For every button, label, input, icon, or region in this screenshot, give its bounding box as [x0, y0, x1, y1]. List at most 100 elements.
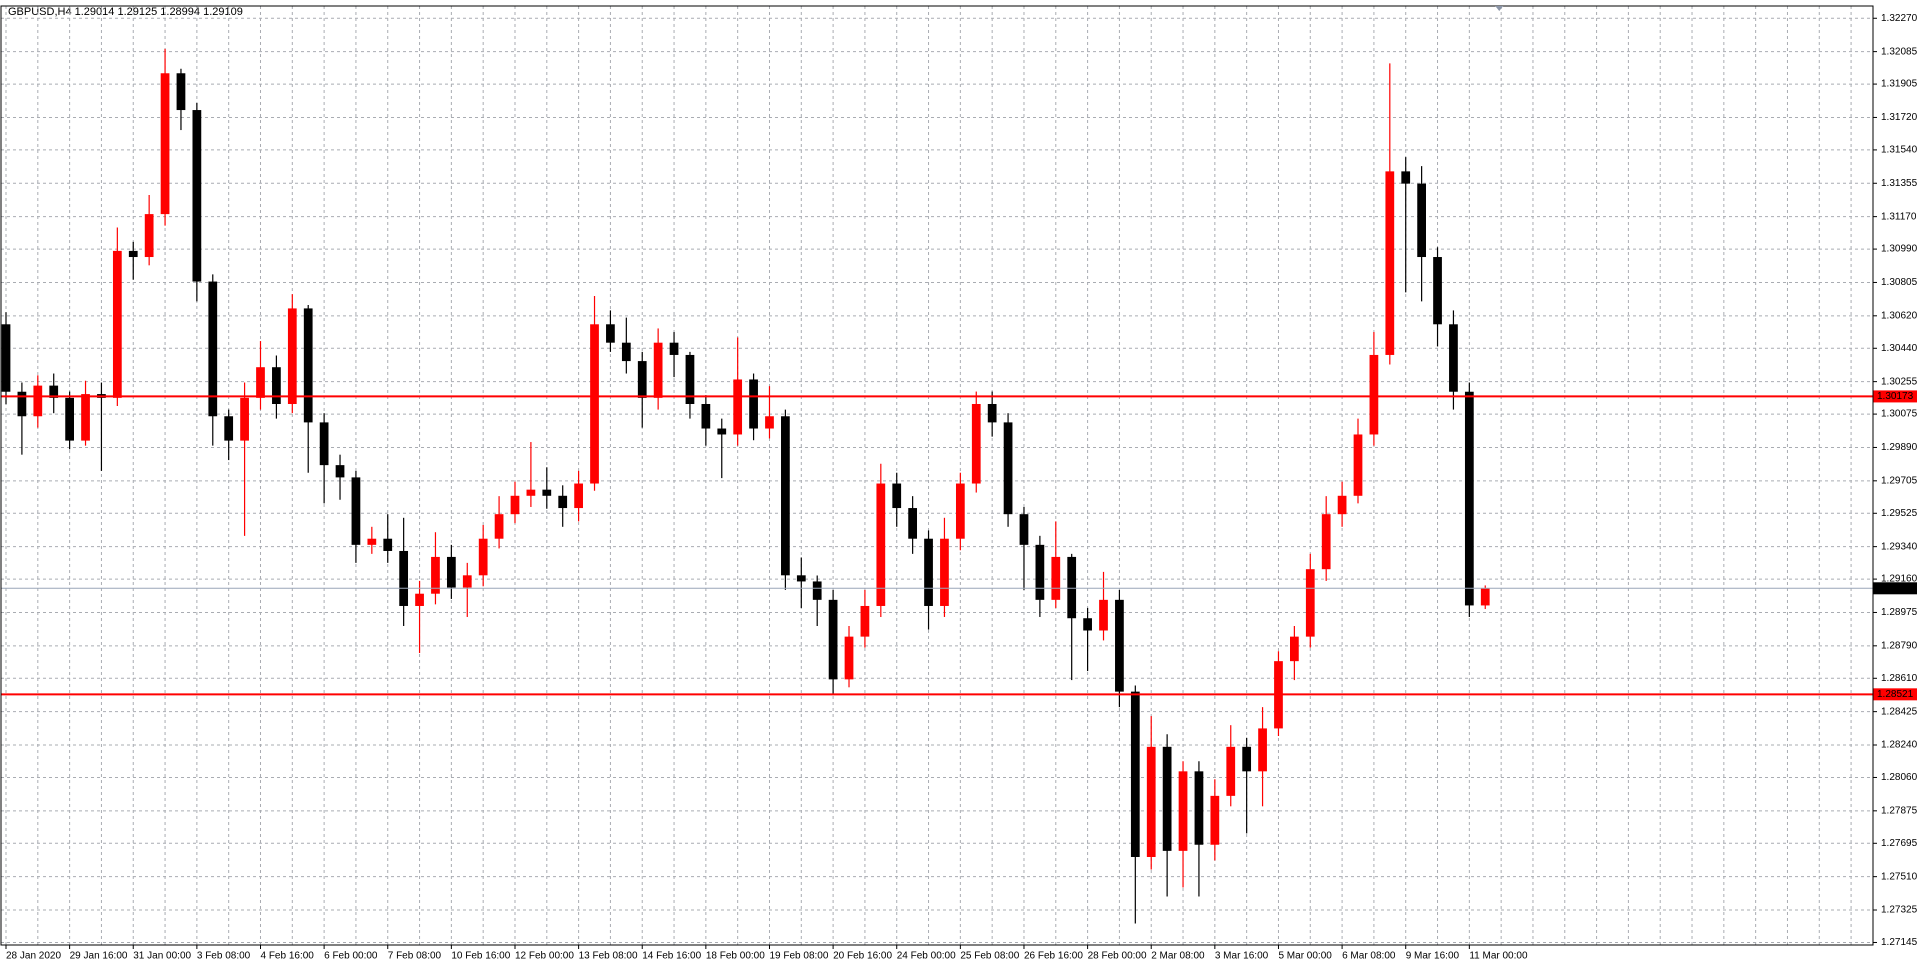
y-tick-label: 1.28975 — [1881, 607, 1918, 618]
candle-body — [924, 538, 933, 606]
candle-body — [1433, 257, 1442, 325]
x-tick-label: 28 Feb 00:00 — [1088, 951, 1147, 962]
candle-body — [701, 403, 711, 429]
candle-body — [303, 308, 313, 423]
x-tick-label: 4 Feb 16:00 — [260, 951, 314, 962]
candle-body — [1146, 746, 1156, 857]
candle-body — [431, 556, 440, 594]
y-tick-label: 1.30620 — [1881, 310, 1918, 321]
x-tick-label: 12 Feb 00:00 — [515, 951, 574, 962]
candle-body — [955, 483, 965, 539]
candle-body — [256, 367, 265, 398]
candle-body — [765, 416, 774, 429]
price-box-label: 1.28521 — [1877, 689, 1914, 700]
candle-body — [796, 575, 806, 582]
scroll-marker — [1495, 6, 1504, 11]
x-tick-label: 24 Feb 00:00 — [897, 951, 956, 962]
candle-body — [940, 538, 949, 606]
candle-body — [49, 385, 59, 398]
y-tick-label: 1.32085 — [1881, 46, 1918, 57]
y-tick-label: 1.29525 — [1881, 508, 1918, 519]
y-tick-label: 1.31540 — [1881, 145, 1918, 156]
candle-body — [1464, 391, 1474, 606]
candle-body — [208, 281, 218, 417]
candle-body — [65, 397, 74, 441]
candle-body — [876, 483, 886, 606]
y-tick-label: 1.29705 — [1881, 475, 1918, 486]
candle-body — [415, 593, 424, 606]
candle-body — [1290, 636, 1299, 662]
price-box — [1873, 688, 1917, 701]
candle-body — [606, 324, 615, 343]
candle-body — [176, 73, 186, 111]
candle-body — [1305, 569, 1315, 637]
candle-body — [1130, 691, 1140, 857]
candle-body — [812, 581, 822, 600]
candle-body — [383, 538, 393, 551]
candle-body — [749, 379, 758, 429]
y-tick-label: 1.30255 — [1881, 376, 1918, 387]
candle-body — [112, 250, 122, 398]
x-tick-label: 20 Feb 16:00 — [833, 951, 892, 962]
candle-body — [860, 605, 870, 637]
candle-body — [637, 361, 647, 398]
x-tick-label: 11 Mar 00:00 — [1469, 951, 1528, 962]
candle-body — [1258, 728, 1267, 772]
candle-body — [510, 495, 520, 515]
candle-body — [446, 556, 456, 588]
candle-body — [621, 342, 631, 362]
candle-body — [1035, 544, 1045, 600]
candle-body — [462, 575, 472, 588]
y-tick-label: 1.30990 — [1881, 244, 1918, 255]
x-tick-label: 5 Mar 00:00 — [1278, 951, 1332, 962]
candle-body — [653, 342, 663, 398]
candle-body — [892, 483, 902, 509]
x-tick-label: 14 Feb 16:00 — [642, 951, 701, 962]
y-tick-label: 1.30805 — [1881, 277, 1918, 288]
x-tick-label: 9 Mar 16:00 — [1406, 951, 1460, 962]
candle-body — [1417, 183, 1426, 258]
x-tick-label: 6 Feb 00:00 — [324, 951, 378, 962]
y-tick-label: 1.29890 — [1881, 442, 1918, 453]
y-tick-label: 1.27695 — [1881, 838, 1918, 849]
candle-body — [319, 422, 329, 466]
candle-body — [987, 403, 997, 423]
candle-body — [1178, 771, 1188, 851]
x-tick-label: 2 Mar 08:00 — [1151, 951, 1205, 962]
candle-body — [144, 214, 154, 258]
candle-body — [1115, 599, 1124, 692]
price-box — [1873, 390, 1917, 403]
candle-body — [844, 636, 854, 680]
candle-body — [1067, 556, 1077, 619]
candle-body — [1401, 171, 1411, 184]
candle-body — [1385, 171, 1395, 355]
candle-body — [1480, 588, 1490, 606]
price-box-label: 1.30173 — [1877, 391, 1914, 402]
y-tick-label: 1.27325 — [1881, 905, 1918, 916]
plot-frame — [0, 5, 1874, 946]
candle-body — [367, 538, 377, 545]
candle-body — [287, 308, 297, 404]
y-tick-label: 1.31905 — [1881, 79, 1918, 90]
candle-body — [1449, 324, 1458, 392]
candle-body — [240, 397, 249, 441]
y-tick-label: 1.28240 — [1881, 740, 1918, 751]
candle-body — [1369, 354, 1379, 435]
candle-body — [224, 416, 234, 441]
x-tick-label: 28 Jan 2020 — [6, 951, 61, 962]
candle-body — [828, 599, 838, 680]
candle-body — [128, 250, 138, 258]
candle-body — [908, 508, 918, 539]
candle-body — [1353, 434, 1363, 496]
x-tick-label: 10 Feb 16:00 — [451, 951, 510, 962]
candle-body — [351, 477, 361, 545]
x-tick-label: 3 Mar 16:00 — [1215, 951, 1269, 962]
candle-body — [17, 391, 27, 417]
x-tick-label: 19 Feb 08:00 — [769, 951, 828, 962]
y-tick-label: 1.31720 — [1881, 112, 1918, 123]
candle-body — [1099, 599, 1108, 631]
candle-body — [1083, 618, 1092, 631]
x-tick-label: 25 Feb 08:00 — [960, 951, 1019, 962]
